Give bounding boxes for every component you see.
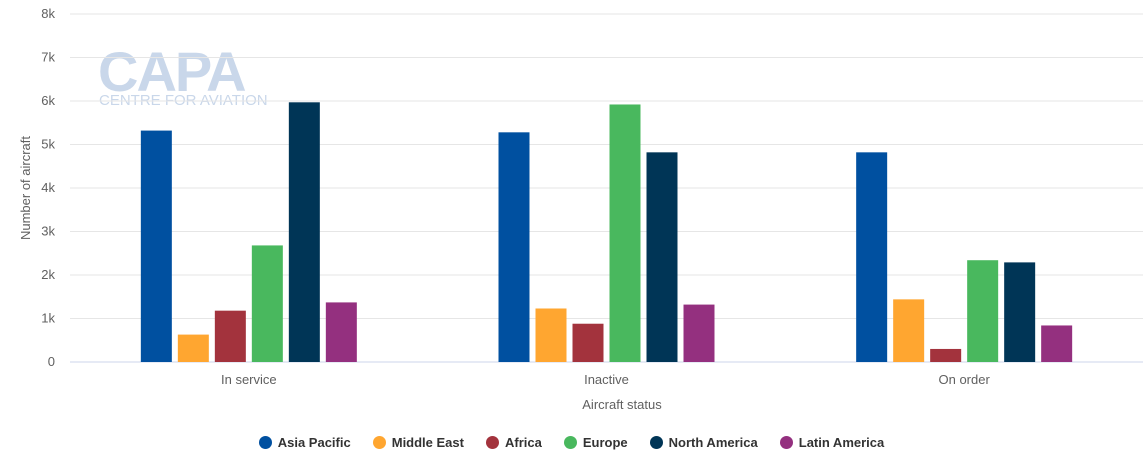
legend-item[interactable]: North America (649, 434, 758, 450)
legend-item[interactable]: Latin America (779, 434, 885, 450)
y-tick-label: 3k (41, 224, 55, 239)
bar[interactable] (1004, 262, 1036, 362)
watermark-logo: CAPA (98, 40, 245, 103)
legend-label: Asia Pacific (277, 434, 351, 450)
bar-chart: CAPA CENTRE FOR AVIATION 0 1k 2k 3k 4k 5k 6k 7k… (18, 6, 1143, 412)
bar[interactable] (856, 152, 888, 362)
legend-item[interactable]: Middle East (372, 434, 464, 450)
legend-label: Africa (504, 434, 542, 450)
bar[interactable] (140, 130, 172, 362)
legend-label: North America (668, 434, 758, 450)
x-axis-ticks: In service Inactive On order (221, 372, 990, 387)
y-tick-label: 5k (41, 137, 55, 152)
legend: Asia Pacific Middle East Africa Europe North… (0, 431, 1143, 453)
bars (140, 102, 1073, 363)
bar[interactable] (893, 299, 925, 362)
y-tick-label: 6k (41, 93, 55, 108)
bar[interactable] (325, 302, 357, 362)
y-tick-label: 0 (48, 354, 55, 369)
legend-item[interactable]: Europe (563, 434, 628, 450)
bar[interactable] (1041, 325, 1073, 362)
bar[interactable] (609, 104, 641, 362)
legend-marker (563, 435, 577, 449)
gridlines (70, 13, 1143, 363)
bar[interactable] (177, 334, 209, 362)
legend-label: Europe (582, 434, 628, 450)
bar[interactable] (535, 308, 567, 362)
bar[interactable] (683, 304, 715, 362)
bar[interactable] (498, 132, 530, 362)
bar[interactable] (214, 310, 246, 362)
bar[interactable] (967, 260, 999, 362)
y-tick-label: 8k (41, 6, 55, 21)
y-tick-label: 1k (41, 311, 55, 326)
x-tick-label: On order (939, 372, 991, 387)
bar[interactable] (646, 152, 678, 362)
legend-label: Middle East (391, 434, 464, 450)
x-tick-label: In service (221, 372, 277, 387)
bar[interactable] (251, 245, 283, 362)
x-tick-label: Inactive (584, 372, 629, 387)
bar[interactable] (930, 348, 962, 362)
watermark: CAPA CENTRE FOR AVIATION (98, 40, 268, 109)
legend-marker (485, 435, 499, 449)
y-tick-label: 2k (41, 267, 55, 282)
legend-item[interactable]: Africa (485, 434, 542, 450)
bar[interactable] (288, 102, 320, 363)
y-axis-title: Number of aircraft (18, 136, 33, 240)
y-tick-label: 4k (41, 180, 55, 195)
x-axis-title: Aircraft status (582, 397, 662, 412)
legend-marker (372, 435, 386, 449)
legend-label: Latin America (798, 434, 885, 450)
y-tick-label: 7k (41, 50, 55, 65)
legend-marker (649, 435, 663, 449)
legend-marker (258, 435, 272, 449)
legend-marker (779, 435, 793, 449)
bar[interactable] (572, 323, 604, 362)
legend-item[interactable]: Asia Pacific (258, 434, 351, 450)
y-axis-ticks: 0 1k 2k 3k 4k 5k 6k 7k 8k (41, 6, 55, 369)
